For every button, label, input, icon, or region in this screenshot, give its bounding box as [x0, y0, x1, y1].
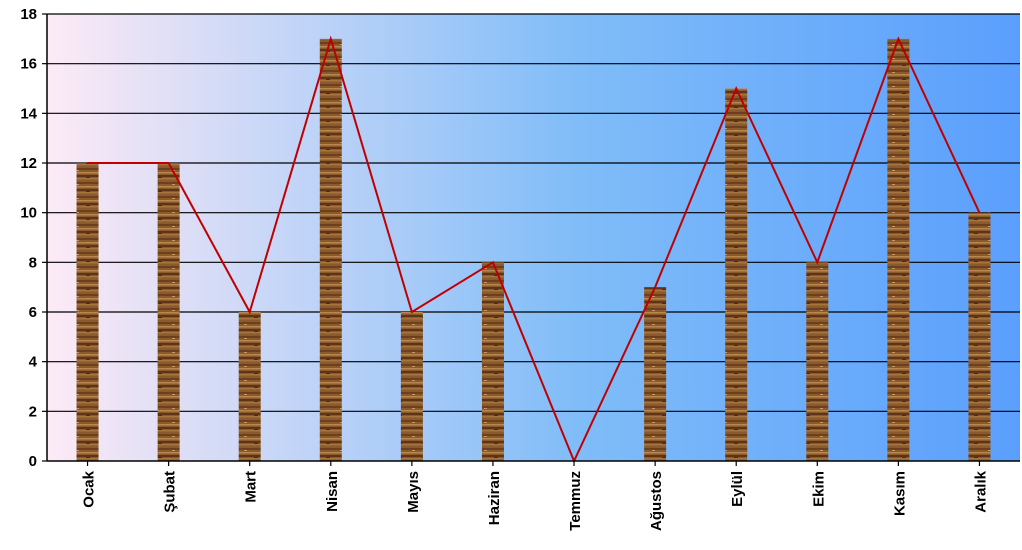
series-line [87, 35, 981, 464]
x-tick-label: Şubat [162, 471, 179, 513]
y-tick-label: 18 [20, 6, 37, 23]
y-tick-label: 16 [20, 56, 37, 73]
bars [76, 38, 991, 461]
x-tick-label: Kasım [891, 471, 908, 516]
x-tick-label: Aralık [972, 470, 989, 512]
x-tick-label: Mart [243, 471, 260, 503]
x-tick-label: Eylül [729, 471, 746, 507]
x-tick-label: Mayıs [405, 471, 422, 513]
x-tick-label: Haziran [486, 471, 503, 525]
x-tick-label: Ağustos [648, 471, 665, 531]
x-tick-label: Nisan [324, 471, 341, 512]
bar [400, 312, 423, 461]
bar [238, 312, 261, 461]
y-axis-ticks: 0 2 4 6 8 10 12 14 16 18 [20, 6, 47, 470]
y-tick-label: 12 [20, 155, 37, 172]
bar [968, 212, 991, 461]
bar [481, 262, 504, 461]
bar [887, 38, 910, 461]
bar [806, 262, 829, 461]
bar [76, 163, 99, 461]
y-tick-label: 14 [20, 105, 37, 122]
y-tick-label: 10 [20, 205, 37, 222]
bar [644, 287, 667, 461]
bar [725, 88, 748, 461]
y-tick-label: 4 [29, 354, 38, 371]
x-tick-label: Ekim [810, 471, 827, 507]
x-tick-label: Ocak [81, 470, 98, 507]
y-tick-label: 6 [29, 304, 37, 321]
gridlines [47, 13, 1020, 412]
y-tick-label: 2 [29, 403, 37, 420]
x-axis-labels: Ocak Şubat Mart Nisan Mayıs Haziran Temmuz Ağus… [81, 461, 989, 531]
y-tick-label: 0 [29, 453, 37, 470]
bar [319, 38, 342, 461]
y-tick-label: 8 [29, 254, 37, 271]
plot-area [47, 14, 1020, 461]
trend-line [87, 35, 981, 464]
x-tick-label: Temmuz [567, 471, 584, 531]
bar [157, 163, 180, 461]
